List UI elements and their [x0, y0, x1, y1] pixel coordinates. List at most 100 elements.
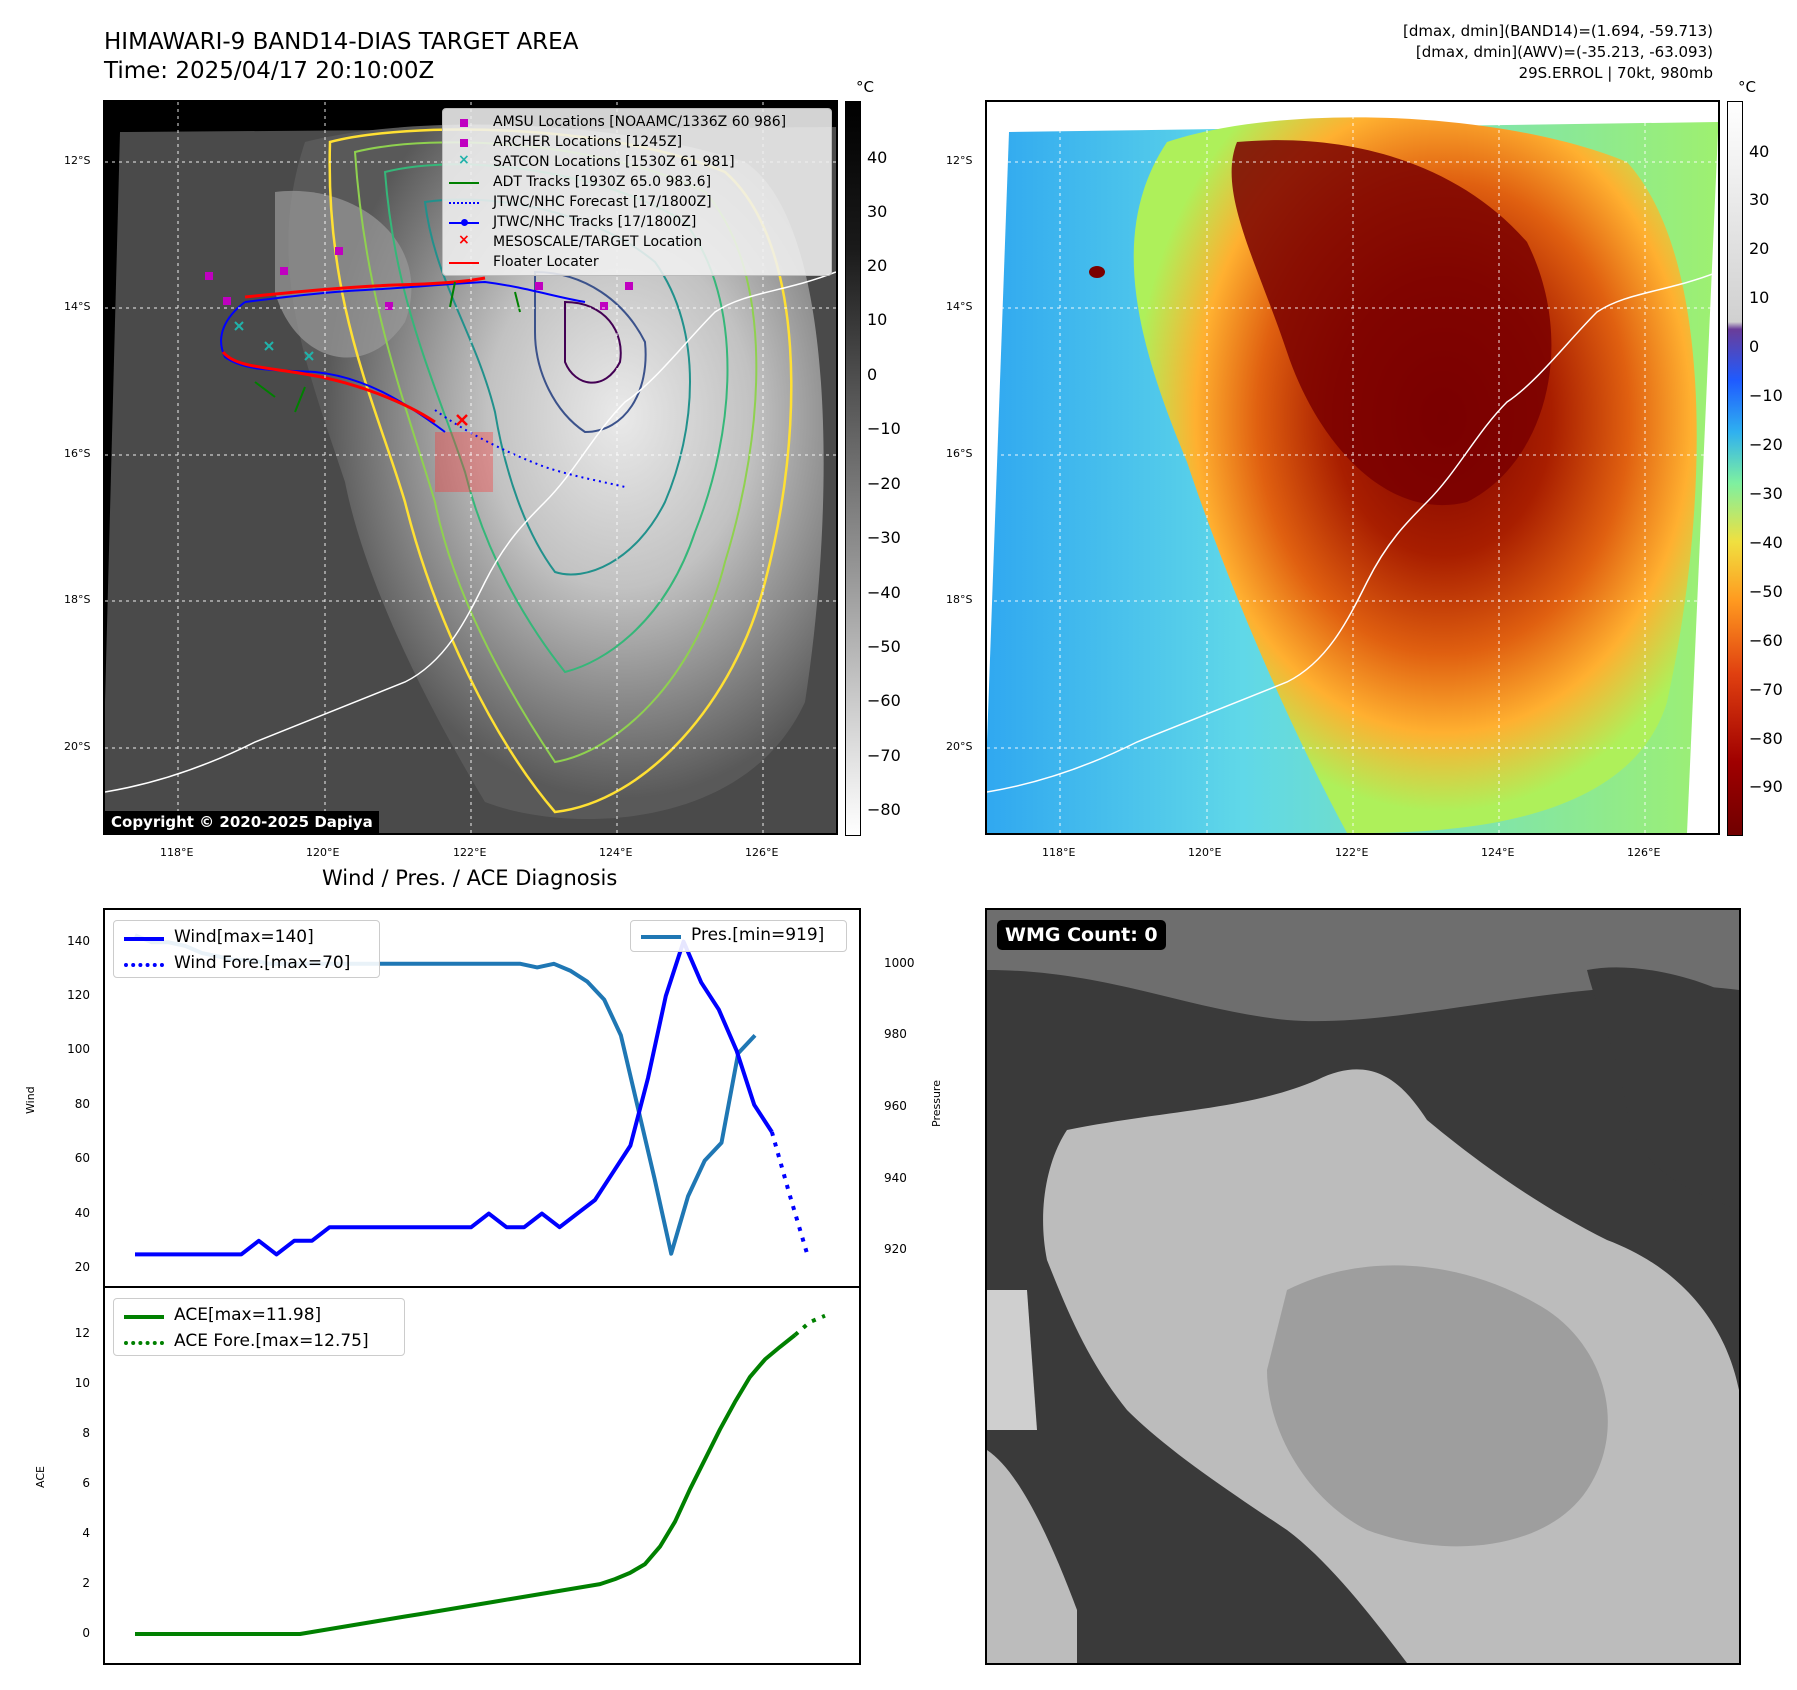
ace-axis-label: ACE [34, 1466, 47, 1488]
lon-tick-122e: 122°E [453, 846, 487, 859]
right-cb-tick: 10 [1749, 288, 1770, 307]
ace-tick-label: 10 [74, 1376, 90, 1391]
ace-tick-label: 4 [82, 1526, 90, 1541]
ace-chart: ACE[max=11.98] ACE Fore.[max=12.75] [103, 1286, 861, 1665]
left-cb-tick: 10 [867, 310, 888, 329]
wind-line-icon [124, 937, 164, 941]
right-cb-tick: −90 [1749, 777, 1783, 796]
right-cb-tick: 30 [1749, 190, 1770, 209]
lon-tick-120e: 120°E [1188, 846, 1222, 859]
right-cb-tick: 40 [1749, 142, 1770, 161]
lat-tick-12s: 12°S [946, 154, 973, 167]
info-awv-range: [dmax, dmin](AWV)=(-35.213, -63.093) [1415, 43, 1713, 61]
left-cb-tick: −50 [867, 637, 901, 656]
floater-line-icon [449, 262, 479, 264]
right-cb-tick: −70 [1749, 680, 1783, 699]
left-cb-tick: −10 [867, 419, 901, 438]
amsu-marker-icon [460, 119, 468, 127]
band14-color-map [985, 100, 1720, 835]
pressure-series-line [134, 933, 757, 1256]
pressure-legend: Pres.[min=919] [630, 920, 847, 952]
satcon-marker-icon: × [458, 152, 470, 168]
left-colorbar [845, 101, 861, 836]
ace-series-line [135, 1333, 797, 1636]
left-cb-tick: −30 [867, 528, 901, 547]
right-cb-tick: −80 [1749, 729, 1783, 748]
right-colorbar-unit: °C [1738, 78, 1756, 96]
left-cb-tick: 0 [867, 365, 878, 384]
ace-tick-label: 8 [82, 1426, 90, 1441]
right-cb-tick: −60 [1749, 631, 1783, 650]
ace-tick-label: 0 [82, 1626, 90, 1641]
left-cb-tick: −40 [867, 583, 901, 602]
band14-ir-map-image [105, 102, 836, 833]
track-dot-icon [461, 219, 468, 226]
diagnosis-title: Wind / Pres. / ACE Diagnosis [322, 866, 618, 890]
lon-tick-118e: 118°E [1042, 846, 1076, 859]
mesoscale-marker-icon: × [458, 232, 470, 248]
wind-forecast-line-icon [124, 963, 164, 967]
wind-tick-label: 60 [74, 1151, 90, 1166]
figure-title-line2: Time: 2025/04/17 20:10:00Z [104, 58, 435, 84]
left-cb-tick: 30 [867, 202, 888, 221]
lat-tick-14s: 14°S [64, 300, 91, 313]
lat-tick-16s: 16°S [946, 447, 973, 460]
lon-tick-120e: 120°E [306, 846, 340, 859]
band14-color-map-image [987, 102, 1718, 833]
right-cb-tick: 0 [1749, 337, 1760, 356]
figure-title-line1: HIMAWARI-9 BAND14-DIAS TARGET AREA [104, 29, 579, 55]
wind-pressure-chart: Wind[max=140] Wind Fore.[max=70] Pres.[m… [103, 908, 861, 1288]
left-cb-tick: 40 [867, 148, 888, 167]
ace-line-icon [124, 1315, 164, 1319]
right-cb-tick: −50 [1749, 582, 1783, 601]
left-cb-tick: −20 [867, 474, 901, 493]
ace-forecast-line-icon [124, 1341, 164, 1345]
lon-tick-118e: 118°E [160, 846, 194, 859]
right-colorbar [1727, 101, 1743, 836]
lat-tick-20s: 20°S [64, 740, 91, 753]
archer-marker-icon [460, 139, 468, 147]
ace-plot [135, 1313, 826, 1636]
wind-axis-label: Wind [24, 1086, 37, 1114]
wind-tick-label: 40 [74, 1205, 90, 1220]
wind-tick-label: 140 [67, 933, 90, 948]
info-storm-summary: 29S.ERROL | 70kt, 980mb [1518, 64, 1713, 82]
right-cb-tick: −20 [1749, 435, 1783, 454]
ace-forecast-series-line [793, 1313, 826, 1337]
adt-line-icon [449, 182, 479, 184]
wmg-count-badge: WMG Count: 0 [997, 920, 1166, 950]
left-cb-tick: −60 [867, 691, 901, 710]
wind-tick-label: 80 [74, 1096, 90, 1111]
right-cb-tick: −10 [1749, 386, 1783, 405]
wind-tick-label: 20 [74, 1260, 90, 1274]
pressure-line-icon [641, 935, 681, 939]
band14-ir-map: Copyright © 2020-2025 Dapiya AMSU Locati… [103, 100, 838, 835]
map-legend: AMSU Locations [NOAAMC/1336Z 60 986] ARC… [442, 108, 832, 276]
lat-tick-16s: 16°S [64, 447, 91, 460]
lon-tick-126e: 126°E [745, 846, 779, 859]
wind-tick-label: 120 [67, 988, 90, 1002]
lat-tick-18s: 18°S [946, 593, 973, 606]
lon-tick-124e: 124°E [1481, 846, 1515, 859]
wmg-image [987, 910, 1739, 1663]
pressure-tick-label: 920 [884, 1242, 907, 1257]
left-cb-tick: −70 [867, 746, 901, 765]
ace-tick-label: 6 [82, 1476, 90, 1491]
ace-legend: ACE[max=11.98] ACE Fore.[max=12.75] [113, 1298, 405, 1356]
lat-tick-18s: 18°S [64, 593, 91, 606]
wind-tick-label: 100 [67, 1042, 90, 1057]
pressure-tick-label: 980 [884, 1027, 907, 1042]
ace-tick-label: 12 [74, 1326, 90, 1341]
lon-tick-126e: 126°E [1627, 846, 1661, 859]
wind-series-line [135, 939, 774, 1257]
right-cb-tick: −40 [1749, 533, 1783, 552]
lon-tick-122e: 122°E [1335, 846, 1369, 859]
left-cb-tick: −80 [867, 800, 901, 819]
pressure-tick-label: 1000 [884, 955, 915, 970]
pressure-tick-label: 940 [884, 1170, 907, 1185]
ace-tick-label: 2 [82, 1576, 90, 1591]
lat-tick-12s: 12°S [64, 154, 91, 167]
lat-tick-14s: 14°S [946, 300, 973, 313]
forecast-line-icon [449, 202, 479, 204]
left-colorbar-unit: °C [856, 78, 874, 96]
